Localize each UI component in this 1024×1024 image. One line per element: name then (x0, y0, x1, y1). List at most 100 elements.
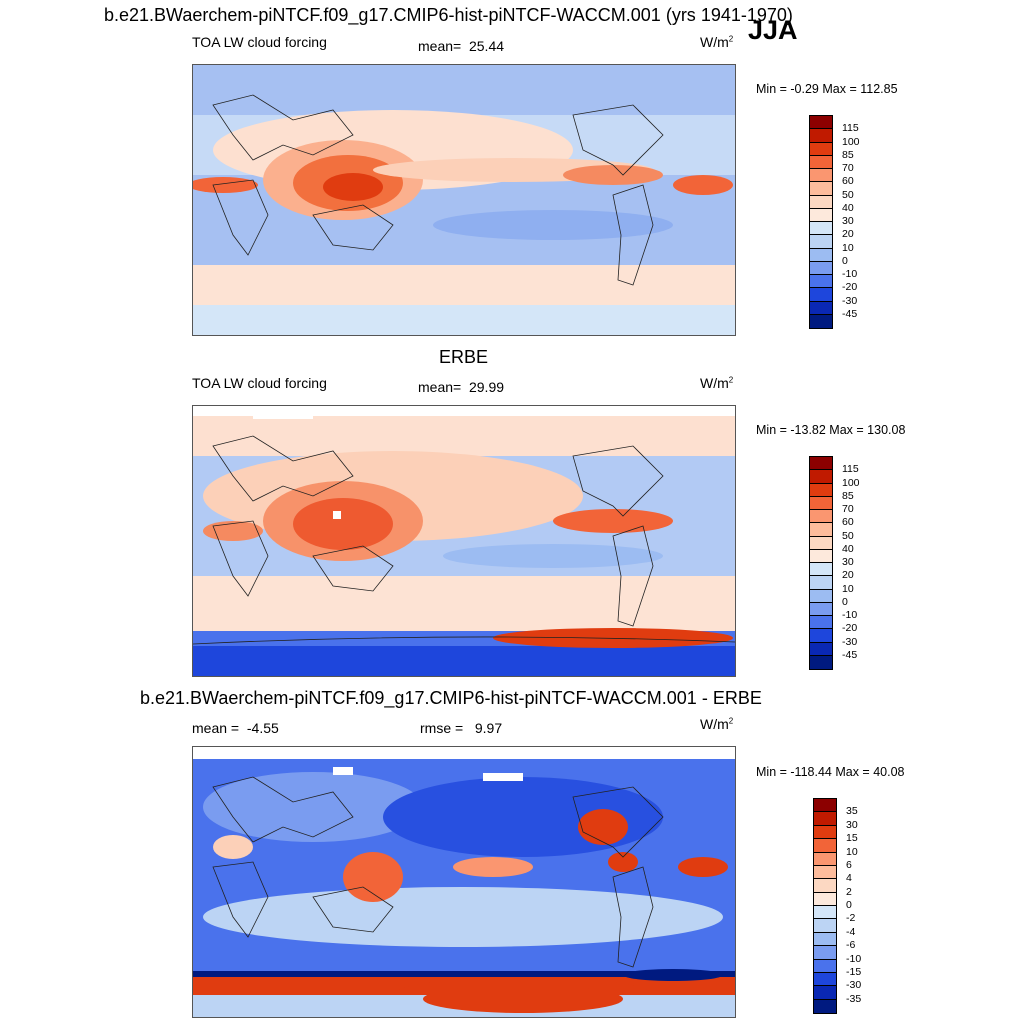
colorbar-segment (814, 919, 836, 933)
colorbar-segment (810, 261, 832, 275)
colorbar-tick-label: 70 (842, 503, 854, 515)
colorbar-segment (810, 222, 832, 236)
colorbar-segment (810, 470, 832, 484)
colorbar-tick-label: 115 (842, 463, 859, 476)
colorbar-tick-label: 35 (846, 805, 858, 818)
panel2-field-label: TOA LW cloud forcing (192, 375, 327, 391)
colorbar-segment (810, 602, 832, 616)
colorbar-tick-label: -30 (842, 294, 858, 307)
colorbar-tick-label: -20 (842, 281, 858, 294)
colorbar-segment (814, 852, 836, 866)
colorbar-tick-label: 40 (842, 542, 854, 555)
panel2-units: W/m2 (700, 375, 734, 391)
colorbar-segment (814, 946, 836, 960)
colorbar-segment (810, 301, 832, 315)
panel1-mean: mean= 25.44 (418, 38, 505, 54)
colorbar-tick-label: -10 (846, 952, 862, 965)
colorbar-segment (814, 999, 836, 1013)
panel3-map (192, 746, 736, 1018)
colorbar-segment (810, 155, 832, 169)
colorbar-segment (814, 959, 836, 973)
colorbar-tick-label: 70 (842, 162, 854, 174)
colorbar-tick-label: -30 (842, 635, 858, 648)
panel3-rmse: rmse = 9.97 (420, 720, 503, 736)
panel1-map (192, 64, 736, 336)
panel2-mean: mean= 29.99 (418, 379, 505, 395)
colorbar-segment (814, 812, 836, 826)
colorbar-segment (814, 879, 836, 893)
colorbar-segment (810, 169, 832, 183)
colorbar-tick-label: 30 (842, 556, 854, 568)
colorbar-segment (814, 892, 836, 906)
colorbar-tick-label: 10 (842, 241, 854, 254)
colorbar-tick-label: 4 (846, 872, 852, 885)
panel3-minmax: Min = -118.44 Max = 40.08 (756, 765, 905, 779)
colorbar-tick-label: 40 (842, 201, 854, 214)
colorbar-segment (814, 799, 836, 813)
colorbar-tick-label: -15 (846, 965, 862, 978)
colorbar-segment (810, 589, 832, 603)
colorbar-segment (810, 129, 832, 143)
panel3-units: W/m2 (700, 716, 734, 732)
colorbar-segment (810, 629, 832, 643)
colorbar-tick-label: -45 (842, 307, 858, 320)
panel3-mean: mean = -4.55 (192, 720, 279, 736)
colorbar-tick-label: 20 (842, 228, 854, 241)
colorbar-tick-label: 0 (846, 899, 852, 911)
colorbar-tick-label: 20 (842, 569, 854, 582)
colorbar-segment (810, 195, 832, 209)
panel1-minmax: Min = -0.29 Max = 112.85 (756, 82, 898, 96)
colorbar-segment (810, 563, 832, 577)
panel1-field-label: TOA LW cloud forcing (192, 34, 327, 50)
colorbar-segment (810, 616, 832, 630)
colorbar-tick-label: 10 (842, 582, 854, 595)
colorbar-tick-label: 2 (846, 885, 852, 898)
panel2-colorbar (809, 456, 833, 670)
colorbar-tick-label: 50 (842, 529, 854, 542)
colorbar-segment (810, 235, 832, 249)
colorbar-segment (814, 906, 836, 920)
colorbar-tick-label: 85 (842, 489, 854, 502)
colorbar-tick-label: -10 (842, 268, 858, 280)
colorbar-tick-label: 0 (842, 254, 848, 267)
colorbar-segment (810, 142, 832, 156)
colorbar-tick-label: 15 (846, 832, 858, 845)
colorbar-segment (810, 182, 832, 196)
colorbar-segment (810, 510, 832, 524)
colorbar-tick-label: 10 (846, 845, 858, 858)
colorbar-segment (810, 655, 832, 669)
colorbar-tick-label: 50 (842, 188, 854, 201)
colorbar-tick-label: -35 (846, 992, 862, 1005)
colorbar-tick-label: -2 (846, 912, 856, 925)
colorbar-segment (814, 986, 836, 1000)
panel3-title: b.e21.BWaerchem-piNTCF.f09_g17.CMIP6-his… (140, 688, 762, 708)
colorbar-tick-label: 30 (846, 818, 858, 831)
figure-title: b.e21.BWaerchem-piNTCF.f09_g17.CMIP6-his… (104, 5, 793, 25)
colorbar-segment (810, 642, 832, 656)
panel2-minmax: Min = -13.82 Max = 130.08 (756, 423, 906, 437)
colorbar-tick-label: -30 (846, 979, 862, 992)
colorbar-segment (810, 536, 832, 550)
colorbar-segment (810, 208, 832, 222)
colorbar-tick-label: 60 (842, 175, 854, 188)
colorbar-segment (810, 457, 832, 471)
colorbar-tick-label: -6 (846, 939, 856, 952)
colorbar-segment (814, 839, 836, 853)
colorbar-tick-label: 6 (846, 858, 852, 871)
colorbar-tick-label: -10 (842, 609, 858, 621)
panel3-colorbar (813, 798, 837, 1014)
colorbar-segment (810, 275, 832, 289)
colorbar-segment (814, 825, 836, 840)
colorbar-tick-label: 100 (842, 476, 860, 489)
colorbar-tick-label: -45 (842, 648, 858, 661)
colorbar-segment (810, 549, 832, 563)
colorbar-segment (814, 865, 836, 880)
panel2-title: ERBE (439, 347, 489, 367)
panel1-units: W/m2 (700, 34, 734, 50)
colorbar-segment (810, 116, 832, 130)
colorbar-tick-label: 60 (842, 516, 854, 529)
colorbar-tick-label: 0 (842, 595, 848, 608)
colorbar-segment (814, 972, 836, 987)
colorbar-segment (810, 496, 832, 510)
colorbar-segment (810, 248, 832, 262)
